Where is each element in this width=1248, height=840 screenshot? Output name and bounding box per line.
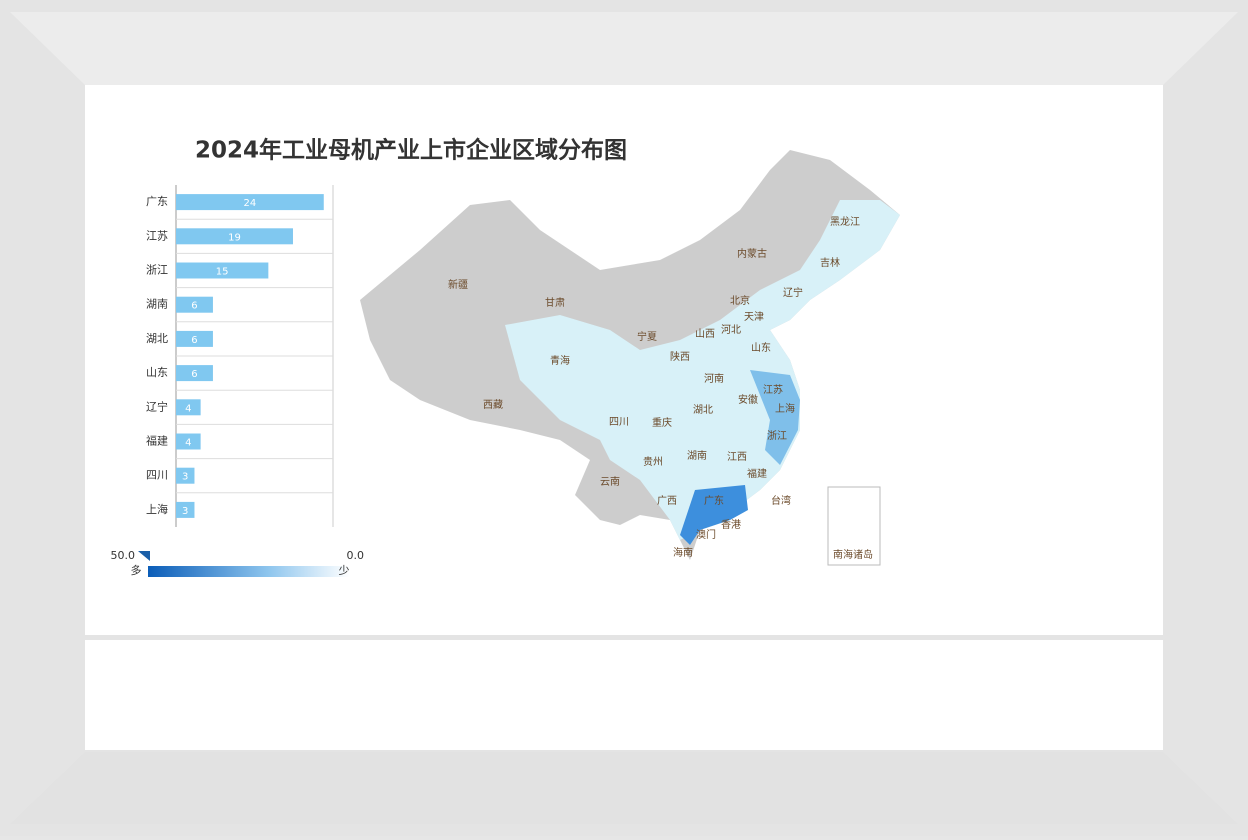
value-label: 6 [191,335,197,346]
province-label: 甘肃 [545,296,565,309]
province-label: 河北 [721,324,741,336]
y-tick-label: 山东 [146,366,168,379]
value-label: 3 [182,506,188,517]
y-tick-label: 福建 [146,434,168,448]
province-label: 广西 [657,495,677,507]
bar [176,194,324,211]
province-label: 山东 [751,341,771,354]
province-label: 江苏 [763,383,783,396]
legend-max-label: 多 [131,563,142,577]
value-label: 15 [216,267,229,278]
legend-min: 0.0 [347,549,365,562]
bar [176,330,213,347]
province-label: 四川 [609,417,629,428]
province-label: 浙江 [767,430,787,442]
y-tick-label: 江苏 [146,229,168,242]
value-label: 24 [244,198,257,209]
map-region-light [505,200,900,540]
province-label: 江西 [727,451,747,463]
province-label: 安徽 [738,393,758,406]
bar [176,501,195,518]
province-label: 上海 [775,402,795,415]
province-label: 辽宁 [783,286,803,299]
bar [176,467,195,484]
y-tick-label: 辽宁 [146,399,168,413]
province-label: 台湾 [771,494,791,507]
province-label: 云南 [600,475,620,488]
province-label: 山西 [695,328,715,340]
south-sea-inset [827,486,881,566]
province-label: 河南 [704,372,724,385]
bar [176,296,213,313]
bar [176,399,201,416]
y-tick-label: 湖南 [146,298,168,311]
map-region-mid [750,370,800,465]
province-label: 陕西 [670,350,690,363]
province-label: 新疆 [448,278,468,291]
bar [176,228,293,245]
value-label: 3 [182,472,188,483]
province-label: 贵州 [643,455,663,468]
province-label: 湖南 [687,449,707,462]
bar [176,262,269,279]
map-region-dark [680,485,748,545]
province-label: 澳门 [696,528,716,541]
bar [176,433,201,450]
legend-max: 50.0 [111,549,136,562]
legend-min-label: 少 [339,564,350,577]
frame-top [10,12,1238,85]
province-label: 广东 [704,494,724,507]
province-label: 香港 [721,519,741,531]
y-tick-label: 四川 [146,469,168,482]
value-label: 4 [185,403,191,414]
province-label: 南海诸岛 [833,548,873,561]
lower-panel [85,640,1163,750]
province-label: 重庆 [652,416,672,429]
province-label: 西藏 [483,399,503,411]
province-label: 宁夏 [637,330,657,343]
y-tick-label: 湖北 [146,332,168,345]
legend-handle-bg [138,549,149,577]
province-label: 黑龙江 [830,215,860,228]
y-tick-label: 浙江 [146,264,168,277]
province-label: 湖北 [693,404,713,416]
frame-bottom [10,752,1238,824]
province-label: 吉林 [820,256,840,269]
y-tick-label: 上海 [146,502,168,516]
province-label: 海南 [673,546,693,559]
province-label: 青海 [550,354,570,367]
value-label: 6 [191,301,197,312]
province-label: 内蒙古 [737,247,767,260]
bar [176,365,213,382]
legend-marker [138,551,150,561]
province-label: 福建 [747,467,767,480]
legend-gradient [148,566,350,577]
province-label: 天津 [744,311,764,323]
y-tick-label: 广东 [146,195,168,208]
value-label: 4 [185,438,191,449]
value-label: 19 [228,232,241,243]
province-label: 北京 [730,294,750,307]
value-label: 6 [191,369,197,380]
chart-title: 2024年工业母机产业上市企业区域分布图 [195,137,627,164]
